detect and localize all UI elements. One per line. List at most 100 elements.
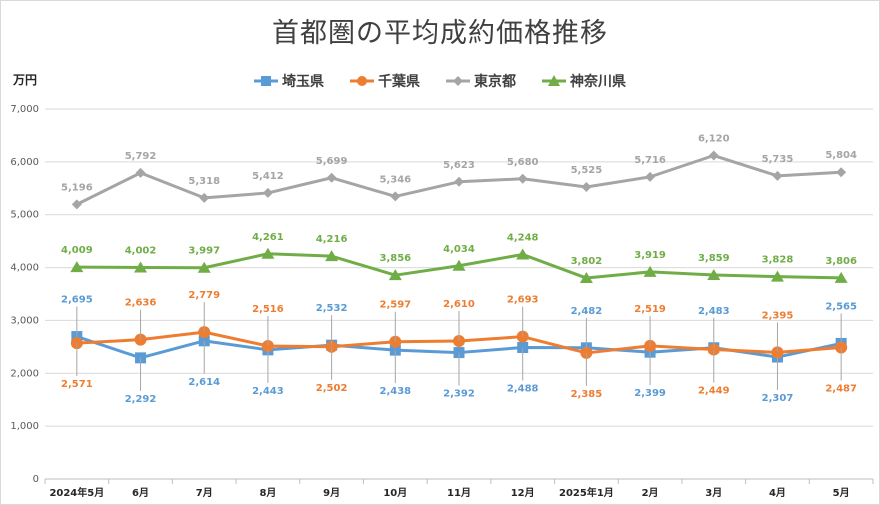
data-label: 3,828 <box>762 255 794 266</box>
data-point-diamond <box>262 187 273 198</box>
y-tick-label: 7,000 <box>10 104 39 115</box>
data-point-diamond <box>581 181 592 192</box>
data-label: 4,002 <box>125 245 157 256</box>
data-point-triangle <box>516 248 530 260</box>
x-tick-label: 2025年1月 <box>559 486 614 499</box>
data-label: 2,449 <box>698 386 730 397</box>
y-tick-label: 0 <box>33 474 39 485</box>
data-label: 5,804 <box>825 150 857 161</box>
data-label: 2,502 <box>316 383 348 394</box>
data-label: 5,525 <box>571 165 603 176</box>
data-label: 2,307 <box>762 393 794 404</box>
data-label: 2,597 <box>379 300 411 311</box>
data-label: 2,487 <box>825 384 857 395</box>
data-label: 5,318 <box>188 176 220 187</box>
data-label: 2,571 <box>61 379 93 390</box>
data-point-triangle <box>261 247 275 259</box>
data-label: 4,261 <box>252 232 284 243</box>
data-label: 2,519 <box>634 304 666 315</box>
y-tick-label: 6,000 <box>10 157 39 168</box>
x-tick-label: 9月 <box>323 487 340 499</box>
data-label: 3,856 <box>379 253 411 264</box>
legend-label-chiba: 千葉県 <box>378 74 420 90</box>
x-tick-label: 2024年5月 <box>49 486 104 499</box>
x-tick-label: 4月 <box>769 487 786 499</box>
data-label: 2,695 <box>61 295 93 306</box>
x-tick-label: 7月 <box>196 487 213 499</box>
data-label: 3,997 <box>188 246 220 257</box>
data-point-diamond <box>645 171 656 182</box>
data-label: 2,443 <box>252 386 284 397</box>
data-label: 4,248 <box>507 232 539 243</box>
data-label: 4,034 <box>443 244 475 255</box>
data-point-triangle <box>452 259 466 271</box>
data-label: 2,438 <box>379 386 411 397</box>
data-label: 3,859 <box>698 253 730 264</box>
data-label: 2,565 <box>825 301 857 312</box>
x-tick-label: 11月 <box>447 487 471 499</box>
data-label: 5,346 <box>379 174 411 185</box>
data-label: 2,614 <box>188 377 220 388</box>
x-tick-label: 12月 <box>511 487 535 499</box>
data-point-triangle <box>643 265 657 277</box>
data-label: 5,716 <box>634 155 666 166</box>
data-point-diamond <box>772 170 783 181</box>
data-point-diamond <box>836 167 847 178</box>
data-label: 5,680 <box>507 157 539 168</box>
data-label: 2,693 <box>507 295 539 306</box>
legend-square-marker-icon <box>254 76 278 86</box>
data-label: 5,196 <box>61 182 93 193</box>
data-label: 2,779 <box>188 290 220 301</box>
data-label: 2,488 <box>507 383 539 394</box>
x-tick-label: 8月 <box>259 487 276 499</box>
data-point-triangle <box>134 261 148 273</box>
legend-label-saitama: 埼玉県 <box>282 74 324 90</box>
legend-item-kanagawa[interactable]: 神奈川県 <box>542 71 626 91</box>
data-point-diamond <box>708 150 719 161</box>
data-label: 2,482 <box>571 306 603 317</box>
data-label: 5,623 <box>443 160 475 171</box>
data-point-triangle <box>770 270 784 282</box>
y-tick-label: 4,000 <box>10 263 39 274</box>
legend-label-tokyo: 東京都 <box>474 74 516 90</box>
data-label: 2,483 <box>698 306 730 317</box>
legend-item-saitama[interactable]: 埼玉県 <box>254 71 324 91</box>
y-tick-label: 5,000 <box>10 210 39 221</box>
data-label: 5,699 <box>316 156 348 167</box>
x-tick-label: 5月 <box>833 487 850 499</box>
data-point-triangle <box>70 261 84 273</box>
legend-label-kanagawa: 神奈川県 <box>570 74 626 90</box>
legend-item-tokyo[interactable]: 東京都 <box>446 71 516 91</box>
y-tick-label: 3,000 <box>10 315 39 326</box>
data-label: 6,120 <box>698 134 730 145</box>
data-label: 5,792 <box>125 151 157 162</box>
legend-diamond-marker-icon <box>446 76 470 86</box>
data-label: 2,385 <box>571 389 603 400</box>
data-point-triangle <box>579 272 593 284</box>
data-point-diamond <box>135 167 146 178</box>
data-label: 2,395 <box>762 310 794 321</box>
data-label: 4,009 <box>61 245 93 256</box>
legend-item-chiba[interactable]: 千葉県 <box>350 71 420 91</box>
x-tick-label: 6月 <box>132 487 149 499</box>
x-tick-label: 10月 <box>383 487 407 499</box>
legend-triangle-marker-icon <box>542 75 566 86</box>
data-label: 2,292 <box>125 394 157 405</box>
data-label: 2,610 <box>443 299 475 310</box>
chart-title: 首都圏の平均成約価格推移 <box>272 18 608 49</box>
data-label: 2,532 <box>316 303 348 314</box>
data-label: 2,516 <box>252 304 284 315</box>
data-label: 3,802 <box>571 256 603 267</box>
data-point-triangle <box>325 250 339 262</box>
x-tick-label: 2月 <box>642 487 659 499</box>
data-label: 2,392 <box>443 389 475 400</box>
y-tick-label: 2,000 <box>10 368 39 379</box>
data-point-diamond <box>517 173 528 184</box>
data-label: 2,399 <box>634 388 666 399</box>
x-tick-label: 3月 <box>705 487 722 499</box>
data-label: 3,919 <box>634 250 666 261</box>
data-point-diamond <box>71 199 82 210</box>
data-label: 5,735 <box>762 154 794 165</box>
